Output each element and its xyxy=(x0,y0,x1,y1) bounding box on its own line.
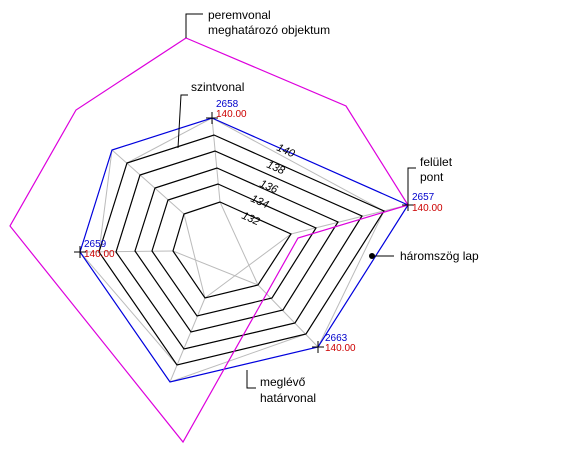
point-number: 2663 xyxy=(325,333,348,344)
leaders xyxy=(177,13,416,389)
point-number: 2657 xyxy=(412,192,435,203)
point-markers xyxy=(74,112,414,353)
callout: meghatározó objektum xyxy=(208,23,330,37)
callout: meglévő xyxy=(260,375,306,389)
face-dot xyxy=(369,253,375,259)
point-elevation: 140.00 xyxy=(84,249,115,260)
contour-label: 136 xyxy=(258,178,280,197)
point-elevation: 140.00 xyxy=(325,343,356,354)
callout: határvonal xyxy=(260,391,316,405)
callout: háromszög lap xyxy=(400,249,479,263)
callout: felület xyxy=(420,155,453,169)
callout: szintvonal xyxy=(191,80,244,94)
point-number: 2658 xyxy=(216,99,239,110)
boundary-object xyxy=(9,37,409,444)
point-elevation: 140.00 xyxy=(216,109,247,120)
callout: pont xyxy=(420,170,444,184)
callout: peremvonal xyxy=(208,8,271,22)
contour-label: 132 xyxy=(240,210,262,228)
point-number: 2659 xyxy=(84,239,107,250)
contours xyxy=(98,134,385,366)
contour-label: 134 xyxy=(249,193,271,211)
point-elevation: 140.00 xyxy=(412,203,443,214)
